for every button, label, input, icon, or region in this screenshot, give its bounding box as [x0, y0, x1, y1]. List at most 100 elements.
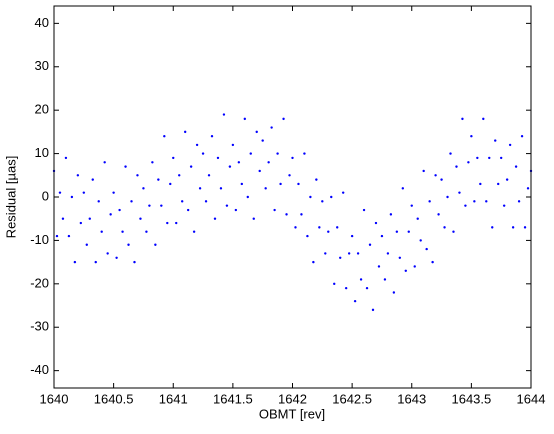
- point: [333, 282, 336, 286]
- point: [303, 152, 306, 155]
- point: [321, 200, 324, 203]
- point: [201, 152, 205, 155]
- point: [398, 256, 402, 259]
- point: [249, 152, 252, 155]
- point: [252, 217, 255, 220]
- point: [368, 243, 372, 246]
- point: [234, 208, 238, 212]
- point: [255, 130, 258, 134]
- point: [175, 221, 178, 225]
- point: [419, 239, 422, 242]
- point: [261, 139, 264, 142]
- point: [124, 165, 127, 168]
- y-axis-label: Residual [µas]: [3, 156, 18, 239]
- point: [422, 169, 425, 173]
- y-tick-label: 20: [35, 102, 49, 117]
- point: [479, 182, 482, 186]
- point: [359, 278, 363, 281]
- point: [428, 200, 431, 203]
- point: [353, 299, 357, 303]
- point: [151, 161, 154, 164]
- point: [324, 252, 327, 255]
- point: [511, 226, 515, 229]
- point: [121, 230, 124, 233]
- point: [482, 117, 485, 121]
- point: [458, 191, 461, 194]
- point: [404, 269, 407, 272]
- y-tick-label: -40: [30, 362, 49, 377]
- point: [180, 200, 184, 203]
- point: [213, 217, 217, 220]
- point: [312, 260, 315, 264]
- point: [526, 187, 530, 190]
- point: [61, 217, 65, 220]
- point: [154, 243, 157, 246]
- y-tick-label: 40: [35, 15, 49, 30]
- point: [178, 174, 181, 177]
- point: [160, 204, 163, 207]
- point: [380, 234, 384, 238]
- point: [273, 208, 276, 212]
- point: [407, 230, 410, 233]
- point: [228, 165, 232, 168]
- point: [386, 252, 390, 255]
- y-tick-label: 10: [35, 145, 49, 160]
- y-tick-label: -10: [30, 232, 49, 247]
- point: [237, 161, 241, 164]
- point: [76, 174, 80, 177]
- point: [85, 243, 88, 246]
- point: [350, 234, 354, 238]
- x-tick-label: 1643.5: [451, 391, 491, 406]
- point: [58, 191, 62, 194]
- x-tick-label: 1640: [40, 391, 69, 406]
- point: [523, 226, 527, 229]
- point: [267, 161, 270, 164]
- point: [491, 226, 494, 229]
- point: [362, 208, 366, 212]
- point: [437, 213, 440, 216]
- point: [473, 200, 476, 203]
- point: [306, 234, 309, 238]
- point: [297, 182, 300, 186]
- point: [520, 135, 524, 138]
- point: [258, 169, 261, 173]
- point: [470, 135, 473, 138]
- point: [505, 178, 509, 181]
- point: [401, 187, 405, 190]
- point: [464, 204, 467, 207]
- point: [100, 230, 103, 233]
- point: [365, 286, 369, 290]
- point: [243, 117, 246, 121]
- point: [82, 191, 86, 194]
- point: [139, 217, 142, 220]
- point: [222, 113, 226, 116]
- point: [169, 182, 172, 186]
- point: [347, 252, 351, 255]
- point: [383, 278, 387, 281]
- point: [55, 234, 59, 238]
- point: [291, 156, 294, 160]
- point: [425, 247, 428, 251]
- point: [449, 152, 452, 155]
- point: [240, 182, 244, 186]
- point: [356, 252, 360, 255]
- point: [70, 195, 74, 199]
- point: [514, 165, 518, 168]
- point: [395, 230, 399, 233]
- point: [136, 174, 139, 177]
- point: [497, 182, 500, 186]
- point: [440, 178, 443, 181]
- point: [73, 260, 77, 264]
- point: [106, 252, 109, 255]
- point: [344, 286, 348, 290]
- x-tick-label: 1643: [397, 391, 426, 406]
- point: [97, 200, 100, 203]
- point: [467, 161, 470, 164]
- point: [118, 208, 121, 212]
- point: [300, 213, 303, 216]
- point: [389, 213, 393, 216]
- point: [264, 187, 267, 190]
- x-tick-label: 1642: [278, 391, 307, 406]
